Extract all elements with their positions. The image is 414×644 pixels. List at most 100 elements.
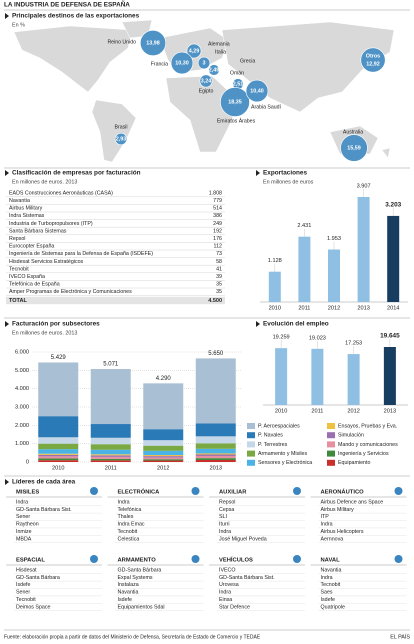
bar	[387, 215, 400, 302]
bar-segment	[143, 456, 184, 458]
bubble	[170, 51, 194, 75]
bubble-value: 4,29	[189, 48, 200, 54]
bar-segment	[143, 459, 184, 461]
company-name: Hisdesat Servicios Estratégicos	[9, 259, 84, 265]
x-tick-label: 2013	[210, 465, 222, 471]
y-tick-label: 4.000	[15, 386, 29, 392]
section-subtitle: En millones de euros. 2013	[12, 179, 77, 185]
company-name: Indra Sistemas	[9, 213, 45, 219]
bar	[357, 197, 370, 302]
bar-segment	[90, 424, 131, 438]
bar-segment	[38, 460, 79, 462]
country-label: Egipto	[199, 88, 214, 94]
bar-segment	[90, 460, 131, 462]
bubble-value: 15,59	[347, 145, 361, 151]
company-value: 58	[216, 259, 222, 265]
bubble-value: 13,98	[146, 40, 160, 46]
y-tick-label: 6.000	[15, 349, 29, 355]
bar-segment	[195, 436, 236, 444]
bubble-value: 3,24	[201, 78, 212, 84]
company-name: Iturri	[219, 522, 230, 528]
company-name: GD-Santa Bárbara	[118, 567, 162, 573]
company-value: 73	[216, 251, 222, 257]
bar-segment	[38, 449, 79, 454]
sector-name: MISILES	[16, 490, 39, 496]
legend-swatch	[247, 441, 255, 448]
value-label: 17.253	[345, 341, 362, 347]
company-name: Instalaza	[118, 582, 139, 588]
section-marker	[5, 170, 9, 176]
bar-segment	[90, 456, 131, 459]
sector-icon	[191, 487, 200, 495]
company-value: 514	[213, 206, 222, 212]
company-value: 249	[213, 221, 222, 227]
company-value: 1.808	[209, 190, 222, 196]
bar-segment	[143, 383, 184, 430]
company-name: Santa Bárbara Sistemas	[9, 228, 67, 234]
company-name: Tecnobit	[118, 529, 138, 535]
section-title: Facturación por subsectores	[12, 321, 100, 328]
section-marker	[256, 321, 260, 327]
value-label: 3.907	[357, 183, 371, 189]
bar-segment	[90, 369, 131, 425]
company-name: Tecnobit	[9, 266, 29, 272]
bar-segment	[38, 458, 79, 461]
total-label: 4.290	[156, 376, 172, 382]
country-label: Omán	[230, 70, 244, 76]
bar-segment	[90, 437, 131, 445]
section-subtitle: En %	[12, 22, 25, 28]
x-tick-label: 2013	[384, 408, 396, 414]
company-value: 176	[213, 236, 222, 242]
section-marker	[5, 479, 9, 485]
company-name: Quatripole	[321, 604, 345, 610]
company-name: Navantia	[118, 590, 139, 596]
bubble	[199, 74, 213, 88]
brand: EL PAÍS	[390, 633, 410, 640]
bubble-value: 10,30	[175, 60, 189, 66]
bar	[275, 348, 288, 405]
company-name: IVECO	[219, 567, 235, 573]
legend-label: P. Aeroespaciales	[258, 423, 300, 429]
section-marker	[256, 170, 260, 176]
section-title: Evolución del empleo	[263, 321, 329, 328]
legend-swatch	[247, 450, 255, 457]
bar	[268, 271, 281, 302]
section-title: Principales destinos de las exportacione…	[12, 13, 140, 20]
company-name: Industria de Turbopropulsores (ITP)	[9, 221, 93, 227]
x-tick-label: 2012	[347, 408, 359, 414]
company-name: Indra	[16, 499, 28, 505]
company-value: 779	[213, 198, 222, 204]
legend-label: Armamento y Misiles	[258, 451, 308, 457]
country-label: Grecia	[240, 58, 255, 64]
legend-label: Equipamiento	[338, 460, 370, 466]
bubble	[360, 47, 386, 73]
sector-name: ESPACIAL	[16, 558, 45, 564]
value-label: 1.128	[268, 258, 282, 264]
bar-segment	[143, 455, 184, 457]
company-name: Indra Emac	[118, 522, 145, 528]
legend-label: Ensayos, Pruebas y Eva.	[338, 423, 397, 429]
company-name: Airbus Defence ans Space	[321, 499, 384, 505]
country-label: Arabia Saudí	[251, 104, 282, 110]
bar-segment	[195, 458, 236, 460]
company-name: Telefónica	[118, 507, 142, 513]
legend-label: Simulación	[338, 433, 364, 439]
section-title: Clasificación de empresas por facturació…	[12, 170, 141, 177]
company-name: GD-Santa Bárbara Sist.	[16, 507, 72, 513]
bubble-value: 2,51	[233, 81, 244, 87]
company-name: MBDA	[16, 536, 32, 542]
bar-segment	[143, 429, 184, 441]
x-tick-label: 2011	[311, 408, 323, 414]
company-name: Navantia	[321, 567, 342, 573]
company-name: Airbus Military	[321, 507, 355, 513]
bar	[298, 236, 311, 302]
value-label: 19.023	[309, 335, 326, 341]
company-value: 192	[213, 228, 222, 234]
bar-segment	[195, 443, 236, 449]
source-note: Fuente: elaboración propia a partir de d…	[4, 634, 261, 640]
company-value: 39	[216, 274, 222, 280]
legend-swatch	[327, 450, 335, 457]
company-name: Isdefe	[16, 582, 30, 588]
country-label: Reino Unido	[107, 39, 136, 45]
sector-name: AERONÁUTICO	[321, 489, 365, 496]
